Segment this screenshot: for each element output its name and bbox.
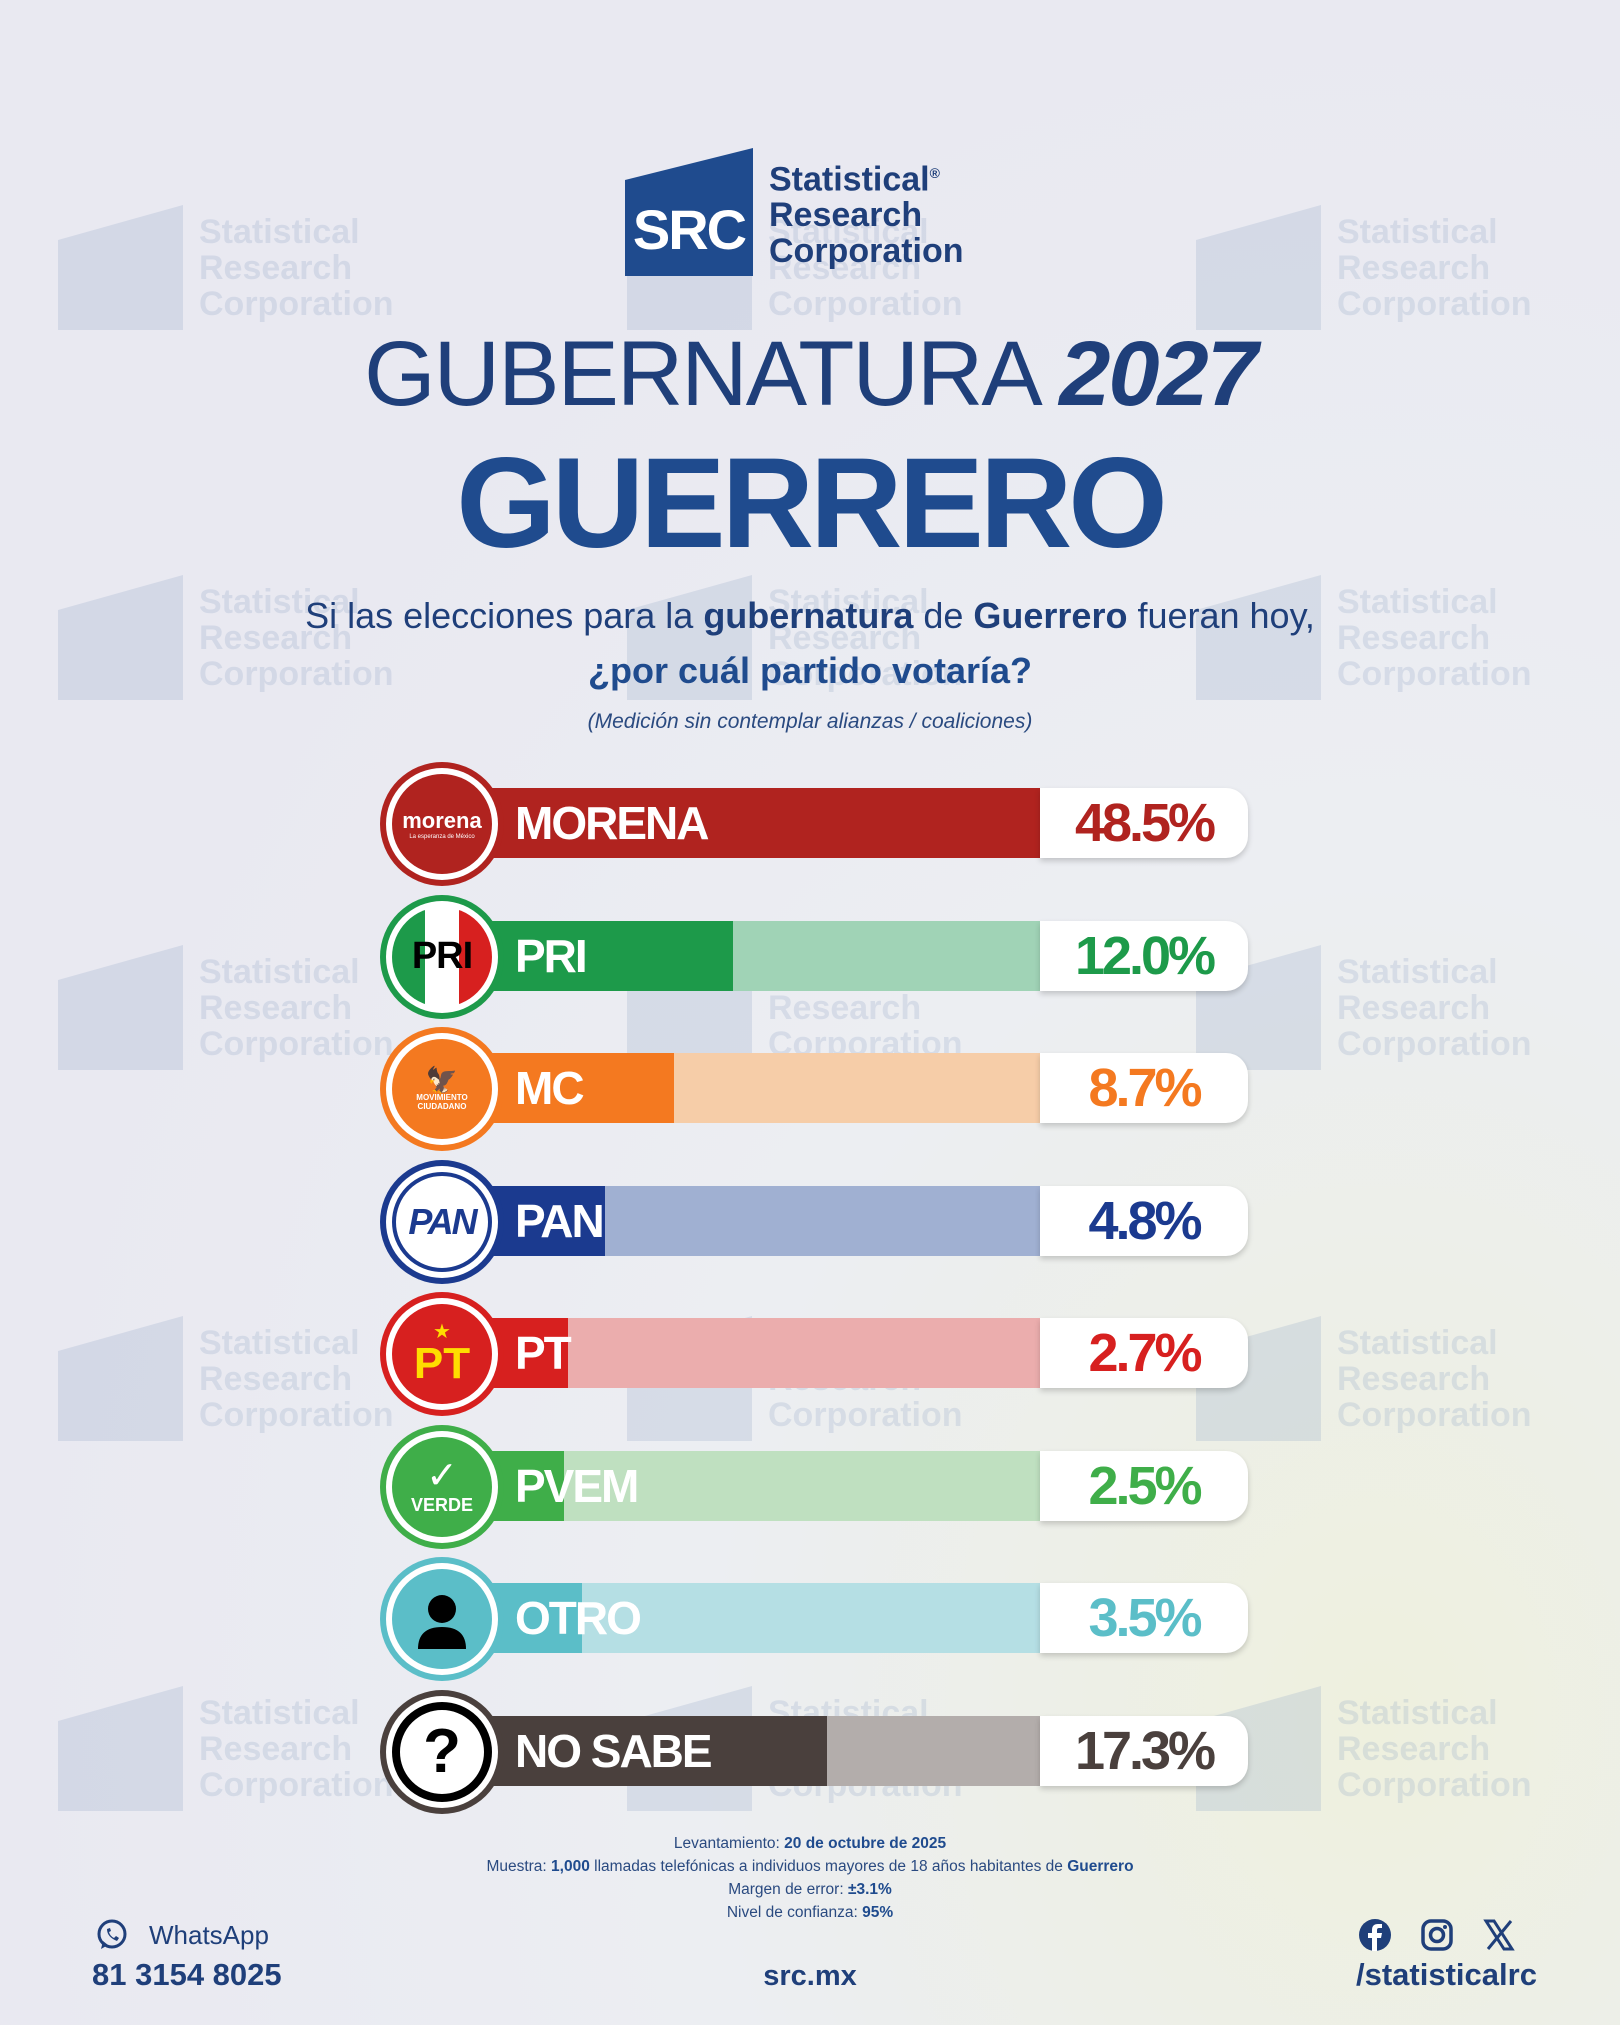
- mc-logo: 🦅 MOVIMIENTO CIUDADANO: [380, 1027, 504, 1151]
- bar-row-pan: PAN 4.8% PAN: [380, 1159, 1250, 1284]
- bar-row-pt: PT 2.7% ★ PT: [380, 1292, 1250, 1416]
- bar-category-label: MC: [515, 1062, 585, 1114]
- src-logo-mark: SRC: [625, 148, 753, 276]
- bar-row-otro: OTRO 3.5%: [380, 1557, 1250, 1681]
- bar-category-label: PRI: [515, 929, 588, 982]
- bar-row-no-sabe: NO SABE 17.3% ?: [380, 1689, 1250, 1814]
- bar-value-label: 12.0%: [1040, 920, 1248, 991]
- bar-value-label: 17.3%: [1040, 1715, 1248, 1786]
- bar-row-pvem: PVEM 2.5% ✓ VERDE: [380, 1424, 1250, 1549]
- bar-row-pri: PRI 12.0% PRI: [380, 894, 1250, 1019]
- bar-category-label: PVEM: [515, 1459, 639, 1512]
- bar: [480, 1715, 827, 1786]
- bar-value-label: 2.5%: [1040, 1450, 1248, 1521]
- bar-category-label: OTRO: [515, 1592, 642, 1644]
- question-line2: ¿por cuál partido votaría?: [587, 650, 1033, 691]
- methodology: Levantamiento: 20 de octubre de 2025 Mue…: [0, 1832, 1620, 1924]
- otro-icon: [380, 1557, 504, 1681]
- brand-logo: SRC Statistical® Research Corporation: [625, 148, 964, 276]
- bar: [480, 920, 733, 991]
- bar: [480, 1053, 675, 1123]
- bar-track: [480, 1450, 1040, 1521]
- instagram-icon[interactable]: [1420, 1918, 1454, 1952]
- question-line1: Si las elecciones para la gubernatura de…: [305, 595, 1315, 636]
- bar-row-mc: MC 8.7% 🦅 MOVIMIENTO CIUDADANO: [380, 1027, 1250, 1151]
- pri-logo: PRI: [380, 894, 504, 1019]
- social-handle[interactable]: /statisticalrc: [1356, 1957, 1537, 1992]
- page-title-line1: GUBERNATURA 2027: [364, 323, 1258, 425]
- margin-of-error: Margen de error: ±3.1%: [728, 1881, 892, 1898]
- survey-date: Levantamiento: 20 de octubre de 2025: [673, 1835, 947, 1852]
- bar: [480, 788, 1040, 858]
- bar-category-label: NO SABE: [515, 1724, 713, 1777]
- morena-logo-text: morena: [402, 808, 482, 833]
- pan-logo: PAN: [380, 1159, 504, 1284]
- bar-track: [480, 1318, 1040, 1388]
- pvem-logo: ✓ VERDE: [380, 1424, 504, 1549]
- pt-logo: ★ PT: [380, 1292, 504, 1416]
- survey-sample: Muestra: 1,000 llamadas telefónicas a in…: [486, 1858, 1134, 1875]
- bar-value-label: 3.5%: [1040, 1583, 1248, 1653]
- social-icons: [1358, 1918, 1516, 1952]
- phone-number[interactable]: 81 3154 8025: [92, 1957, 282, 1992]
- bar-value-label: 2.7%: [1040, 1318, 1248, 1388]
- bar-category-label: PT: [515, 1327, 572, 1379]
- bar-row-morena: MORENA 48.5% morena La esperanza de Méxi…: [380, 762, 1250, 886]
- confidence-level: Nivel de confianza: 95%: [726, 1904, 894, 1921]
- bar-category-label: PAN: [515, 1194, 605, 1247]
- website-link[interactable]: src.mx: [763, 1960, 857, 1992]
- brand-name: Statistical® Research Corporation: [769, 160, 964, 271]
- no-sabe-icon: ?: [380, 1689, 504, 1814]
- whatsapp-label: WhatsApp: [149, 1919, 269, 1950]
- whatsapp-contact[interactable]: WhatsApp: [95, 1918, 269, 1952]
- bar-category-label: MORENA: [515, 797, 709, 849]
- bar-value-label: 8.7%: [1040, 1053, 1248, 1123]
- x-icon[interactable]: [1482, 1918, 1516, 1952]
- methodology-note: (Medición sin contemplar alianzas / coal…: [587, 710, 1033, 733]
- bar-value-label: 48.5%: [1040, 788, 1248, 858]
- page-title-state: GUERRERO: [456, 432, 1168, 575]
- morena-logo: morena La esperanza de México: [380, 762, 504, 886]
- person-icon: [418, 1595, 466, 1649]
- facebook-icon[interactable]: [1358, 1918, 1392, 1952]
- whatsapp-icon: [97, 1919, 127, 1949]
- bar-value-label: 4.8%: [1040, 1185, 1248, 1256]
